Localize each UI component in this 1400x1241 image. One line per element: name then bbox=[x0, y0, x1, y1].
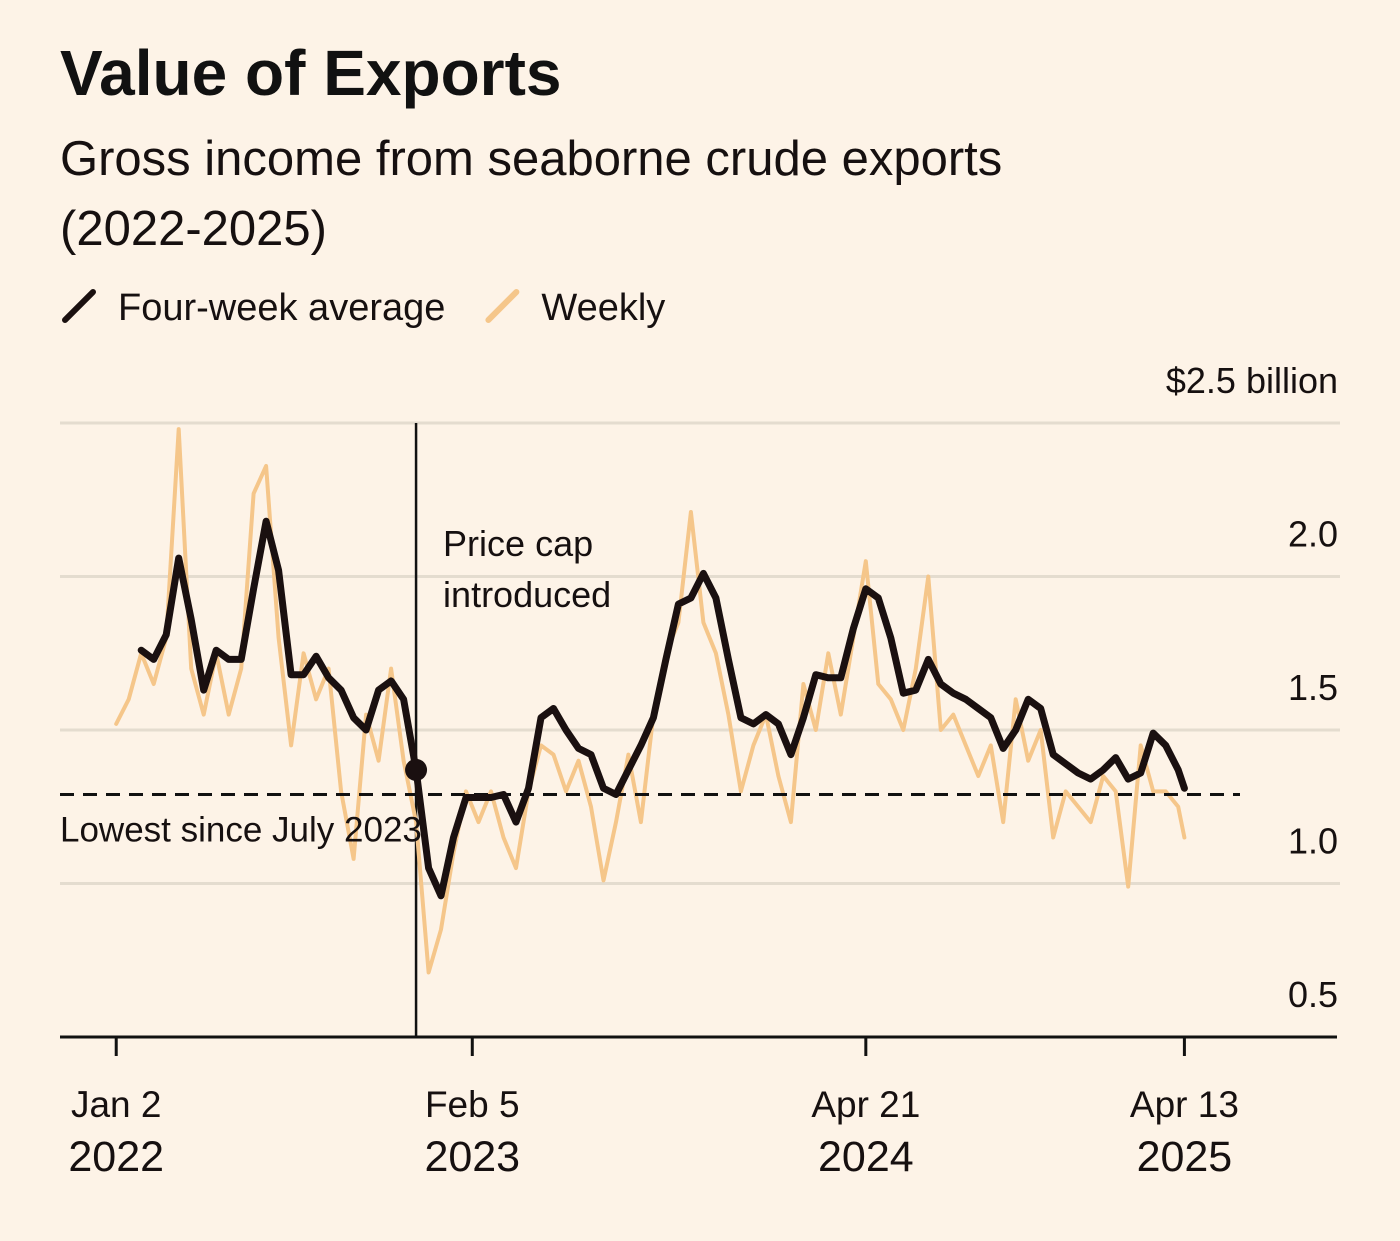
x-tick-label: 2024 bbox=[818, 1133, 914, 1181]
chart-subtitle: Gross income from seaborne crude exports bbox=[60, 132, 1002, 186]
x-tick-label: 2025 bbox=[1137, 1133, 1233, 1181]
legend-marker bbox=[62, 289, 96, 323]
x-tick-label: Apr 13 bbox=[1130, 1084, 1239, 1125]
y-tick-label: 0.5 bbox=[1288, 974, 1338, 1015]
legend-label: Four-week average bbox=[118, 287, 445, 329]
plot-area: 0.5 1.0 1.5 2.0 $2.5 billion Price cap introdu… bbox=[60, 360, 1340, 1181]
y-tick-label: 1.5 bbox=[1288, 667, 1338, 708]
legend-marker bbox=[485, 289, 520, 323]
series-line bbox=[137, 517, 1188, 900]
x-tick-label: Feb 5 bbox=[425, 1084, 520, 1125]
x-tick-label: Apr 21 bbox=[811, 1084, 920, 1125]
x-tick-label: Jan 2 bbox=[71, 1084, 162, 1125]
x-tick-label: 2023 bbox=[424, 1133, 520, 1181]
legend: Four-week average Weekly bbox=[62, 287, 665, 329]
chart-title: Value of Exports bbox=[60, 37, 561, 109]
legend-label: Weekly bbox=[541, 287, 665, 329]
y-tick-label: 2.0 bbox=[1288, 514, 1338, 555]
y-tick-label: 1.0 bbox=[1288, 821, 1338, 862]
event-label: Price cap bbox=[443, 523, 593, 564]
reference-label: Lowest since July 2023 bbox=[60, 810, 422, 849]
chart-subtitle: (2022-2025) bbox=[60, 202, 327, 256]
event-label: introduced bbox=[443, 574, 611, 615]
event-point bbox=[405, 758, 428, 781]
y-tick-label: $2.5 billion bbox=[1166, 360, 1338, 401]
x-tick-label: 2022 bbox=[68, 1133, 164, 1181]
